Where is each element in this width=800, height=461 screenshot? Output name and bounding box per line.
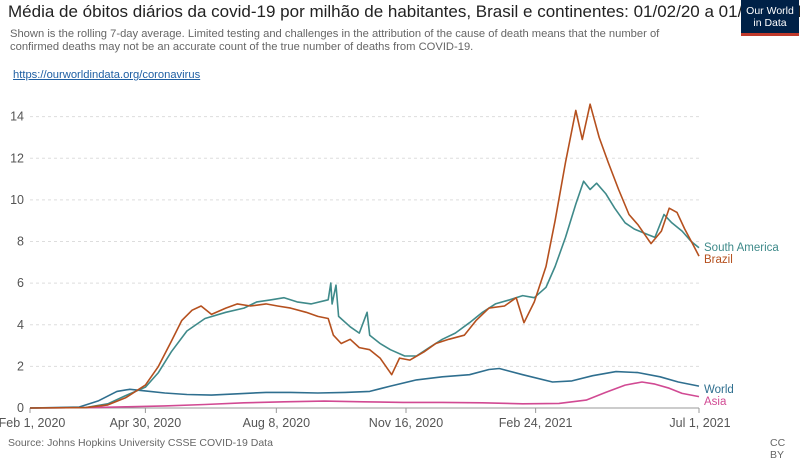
- x-tick-label: Apr 30, 2020: [110, 416, 182, 430]
- license-label: CC BY: [770, 437, 786, 461]
- logo-line-1: Our World: [746, 5, 794, 17]
- x-tick-label: Feb 24, 2021: [499, 416, 573, 430]
- source-note: Source: Johns Hopkins University CSSE CO…: [8, 437, 273, 449]
- logo-line-2: in Data: [753, 17, 787, 29]
- series-label-south-america: South America: [704, 242, 779, 254]
- y-tick-label: 6: [17, 276, 24, 290]
- grid-lines: [30, 116, 699, 367]
- series-lines: [29, 103, 700, 409]
- y-tick-label: 14: [10, 110, 24, 124]
- series-label-brazil: Brazil: [704, 254, 733, 266]
- owid-logo[interactable]: Our World in Data: [741, 0, 799, 36]
- x-tick-label: Feb 1, 2020: [0, 416, 65, 430]
- series-label-world: World: [704, 384, 734, 396]
- x-tick-label: Nov 16, 2020: [369, 416, 443, 430]
- x-tick-label: Aug 8, 2020: [243, 416, 310, 430]
- y-tick-label: 8: [17, 235, 24, 249]
- x-tick-label: Jul 1, 2021: [669, 416, 730, 430]
- y-tick-label: 12: [10, 151, 24, 165]
- source-link[interactable]: https://ourworldindata.org/coronavirus: [13, 69, 201, 81]
- series-line-world[interactable]: [29, 367, 700, 409]
- chart-subtitle: Shown is the rolling 7-day average. Limi…: [10, 28, 660, 53]
- series-line-asia[interactable]: [29, 381, 700, 409]
- series-label-asia: Asia: [704, 396, 727, 408]
- y-tick-label: 0: [17, 401, 24, 415]
- series-line-south-america[interactable]: [29, 180, 700, 409]
- y-tick-label: 2: [17, 359, 24, 373]
- axes: 0 2 4 6 8 10 12 14 Feb 1, 2020 Apr 30, 2020 Aug 8,…: [0, 110, 731, 430]
- y-tick-label: 10: [10, 193, 24, 207]
- y-tick-label: 4: [17, 318, 24, 332]
- chart-title: Média de óbitos diários da covid-19 por …: [8, 2, 800, 21]
- series-line-brazil[interactable]: [29, 103, 700, 409]
